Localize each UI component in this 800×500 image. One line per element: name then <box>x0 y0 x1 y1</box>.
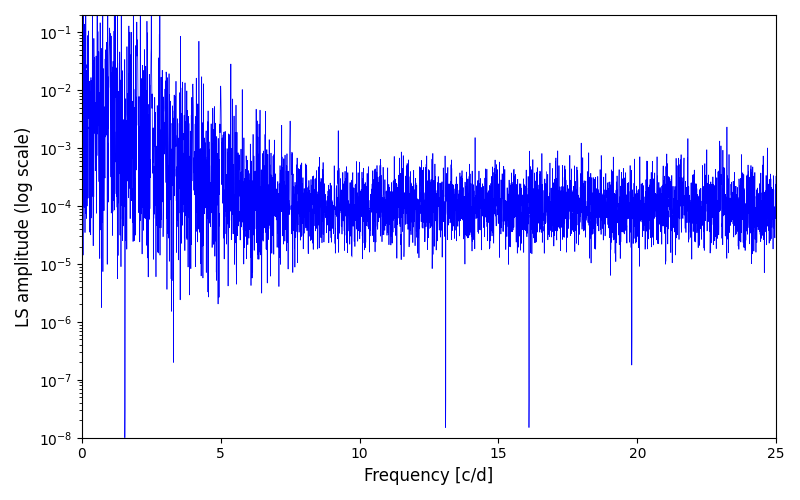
Y-axis label: LS amplitude (log scale): LS amplitude (log scale) <box>15 126 33 326</box>
X-axis label: Frequency [c/d]: Frequency [c/d] <box>364 467 494 485</box>
